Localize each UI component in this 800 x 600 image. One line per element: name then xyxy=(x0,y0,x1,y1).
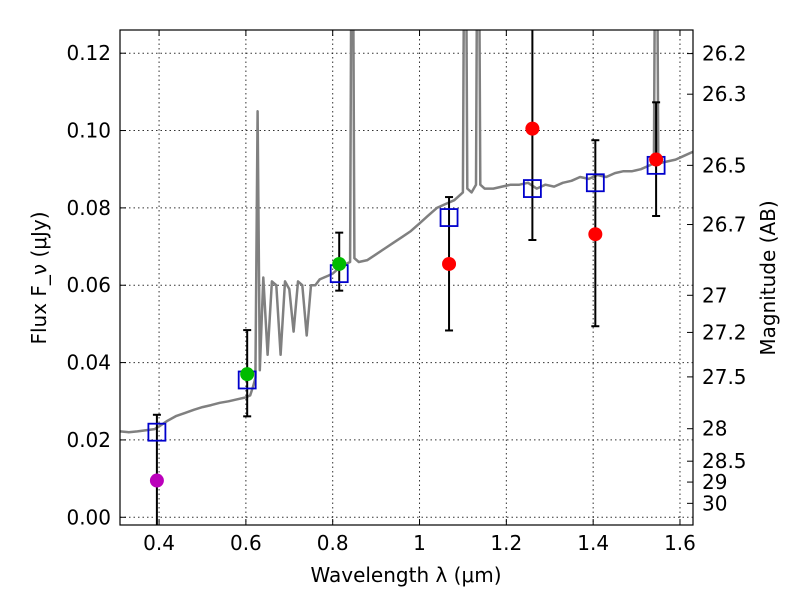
x-tick-label: 1.2 xyxy=(490,531,522,555)
y-tick-label: 0.00 xyxy=(66,505,111,529)
observed-flux-point xyxy=(149,473,164,488)
observed-flux-point xyxy=(525,121,540,136)
x-tick-label: 0.6 xyxy=(230,531,262,555)
magnitude-tick-label: 27 xyxy=(702,283,727,307)
y-tick-label: 0.02 xyxy=(66,428,111,452)
observed-flux-point xyxy=(240,367,255,382)
x-tick-label: 0.4 xyxy=(143,531,175,555)
y-tick-label: 0.06 xyxy=(66,273,111,297)
model-flux-square xyxy=(147,422,167,442)
magnitude-tick-label: 26.2 xyxy=(702,42,747,66)
magnitude-tick-label: 26.5 xyxy=(702,153,747,177)
observed-flux-point xyxy=(588,227,603,242)
y-tick-label: 0.08 xyxy=(66,196,111,220)
observed-flux-point xyxy=(442,256,457,271)
errorbar-layer xyxy=(147,30,666,525)
right-axis-title: Magnitude (AB) xyxy=(756,200,780,355)
spectrum-line xyxy=(120,30,693,434)
model-flux-square xyxy=(522,179,542,198)
observed-flux-point xyxy=(649,152,664,167)
grid-layer xyxy=(120,30,693,525)
x-tick-label: 1 xyxy=(413,531,426,555)
plot-frame xyxy=(119,29,694,526)
y-tick-label: 0.10 xyxy=(66,119,111,143)
y-tick-label: 0.12 xyxy=(66,41,111,65)
magnitude-tick-label: 30 xyxy=(702,491,727,515)
y-axis-title: Flux F_ν (μJy) xyxy=(27,211,51,344)
y-tick-label: 0.04 xyxy=(66,351,111,375)
magnitude-tick-label: 27.5 xyxy=(702,365,747,389)
x-tick-label: 0.8 xyxy=(317,531,349,555)
magnitude-tick-label: 28 xyxy=(702,417,727,441)
model-flux-square xyxy=(439,208,459,227)
magnitude-tick-label: 29 xyxy=(702,470,727,494)
model-flux-square xyxy=(585,173,605,193)
x-axis-title: Wavelength λ (μm) xyxy=(310,563,501,587)
data-layer xyxy=(120,30,693,434)
x-tick-label: 1.6 xyxy=(664,531,696,555)
magnitude-tick-label: 27.2 xyxy=(702,320,747,344)
magnitude-tick-label: 26.3 xyxy=(702,82,747,106)
magnitude-tick-label: 28.5 xyxy=(702,449,747,473)
axis-layer: 0.4 0.6 0.8 1 1.2 1.4 1.6 0.00 0.02 0.04 0.06 0.08 0… xyxy=(66,30,747,555)
observed-flux-point xyxy=(332,256,347,271)
magnitude-tick-label: 26.7 xyxy=(702,213,747,237)
x-tick-label: 1.4 xyxy=(577,531,609,555)
